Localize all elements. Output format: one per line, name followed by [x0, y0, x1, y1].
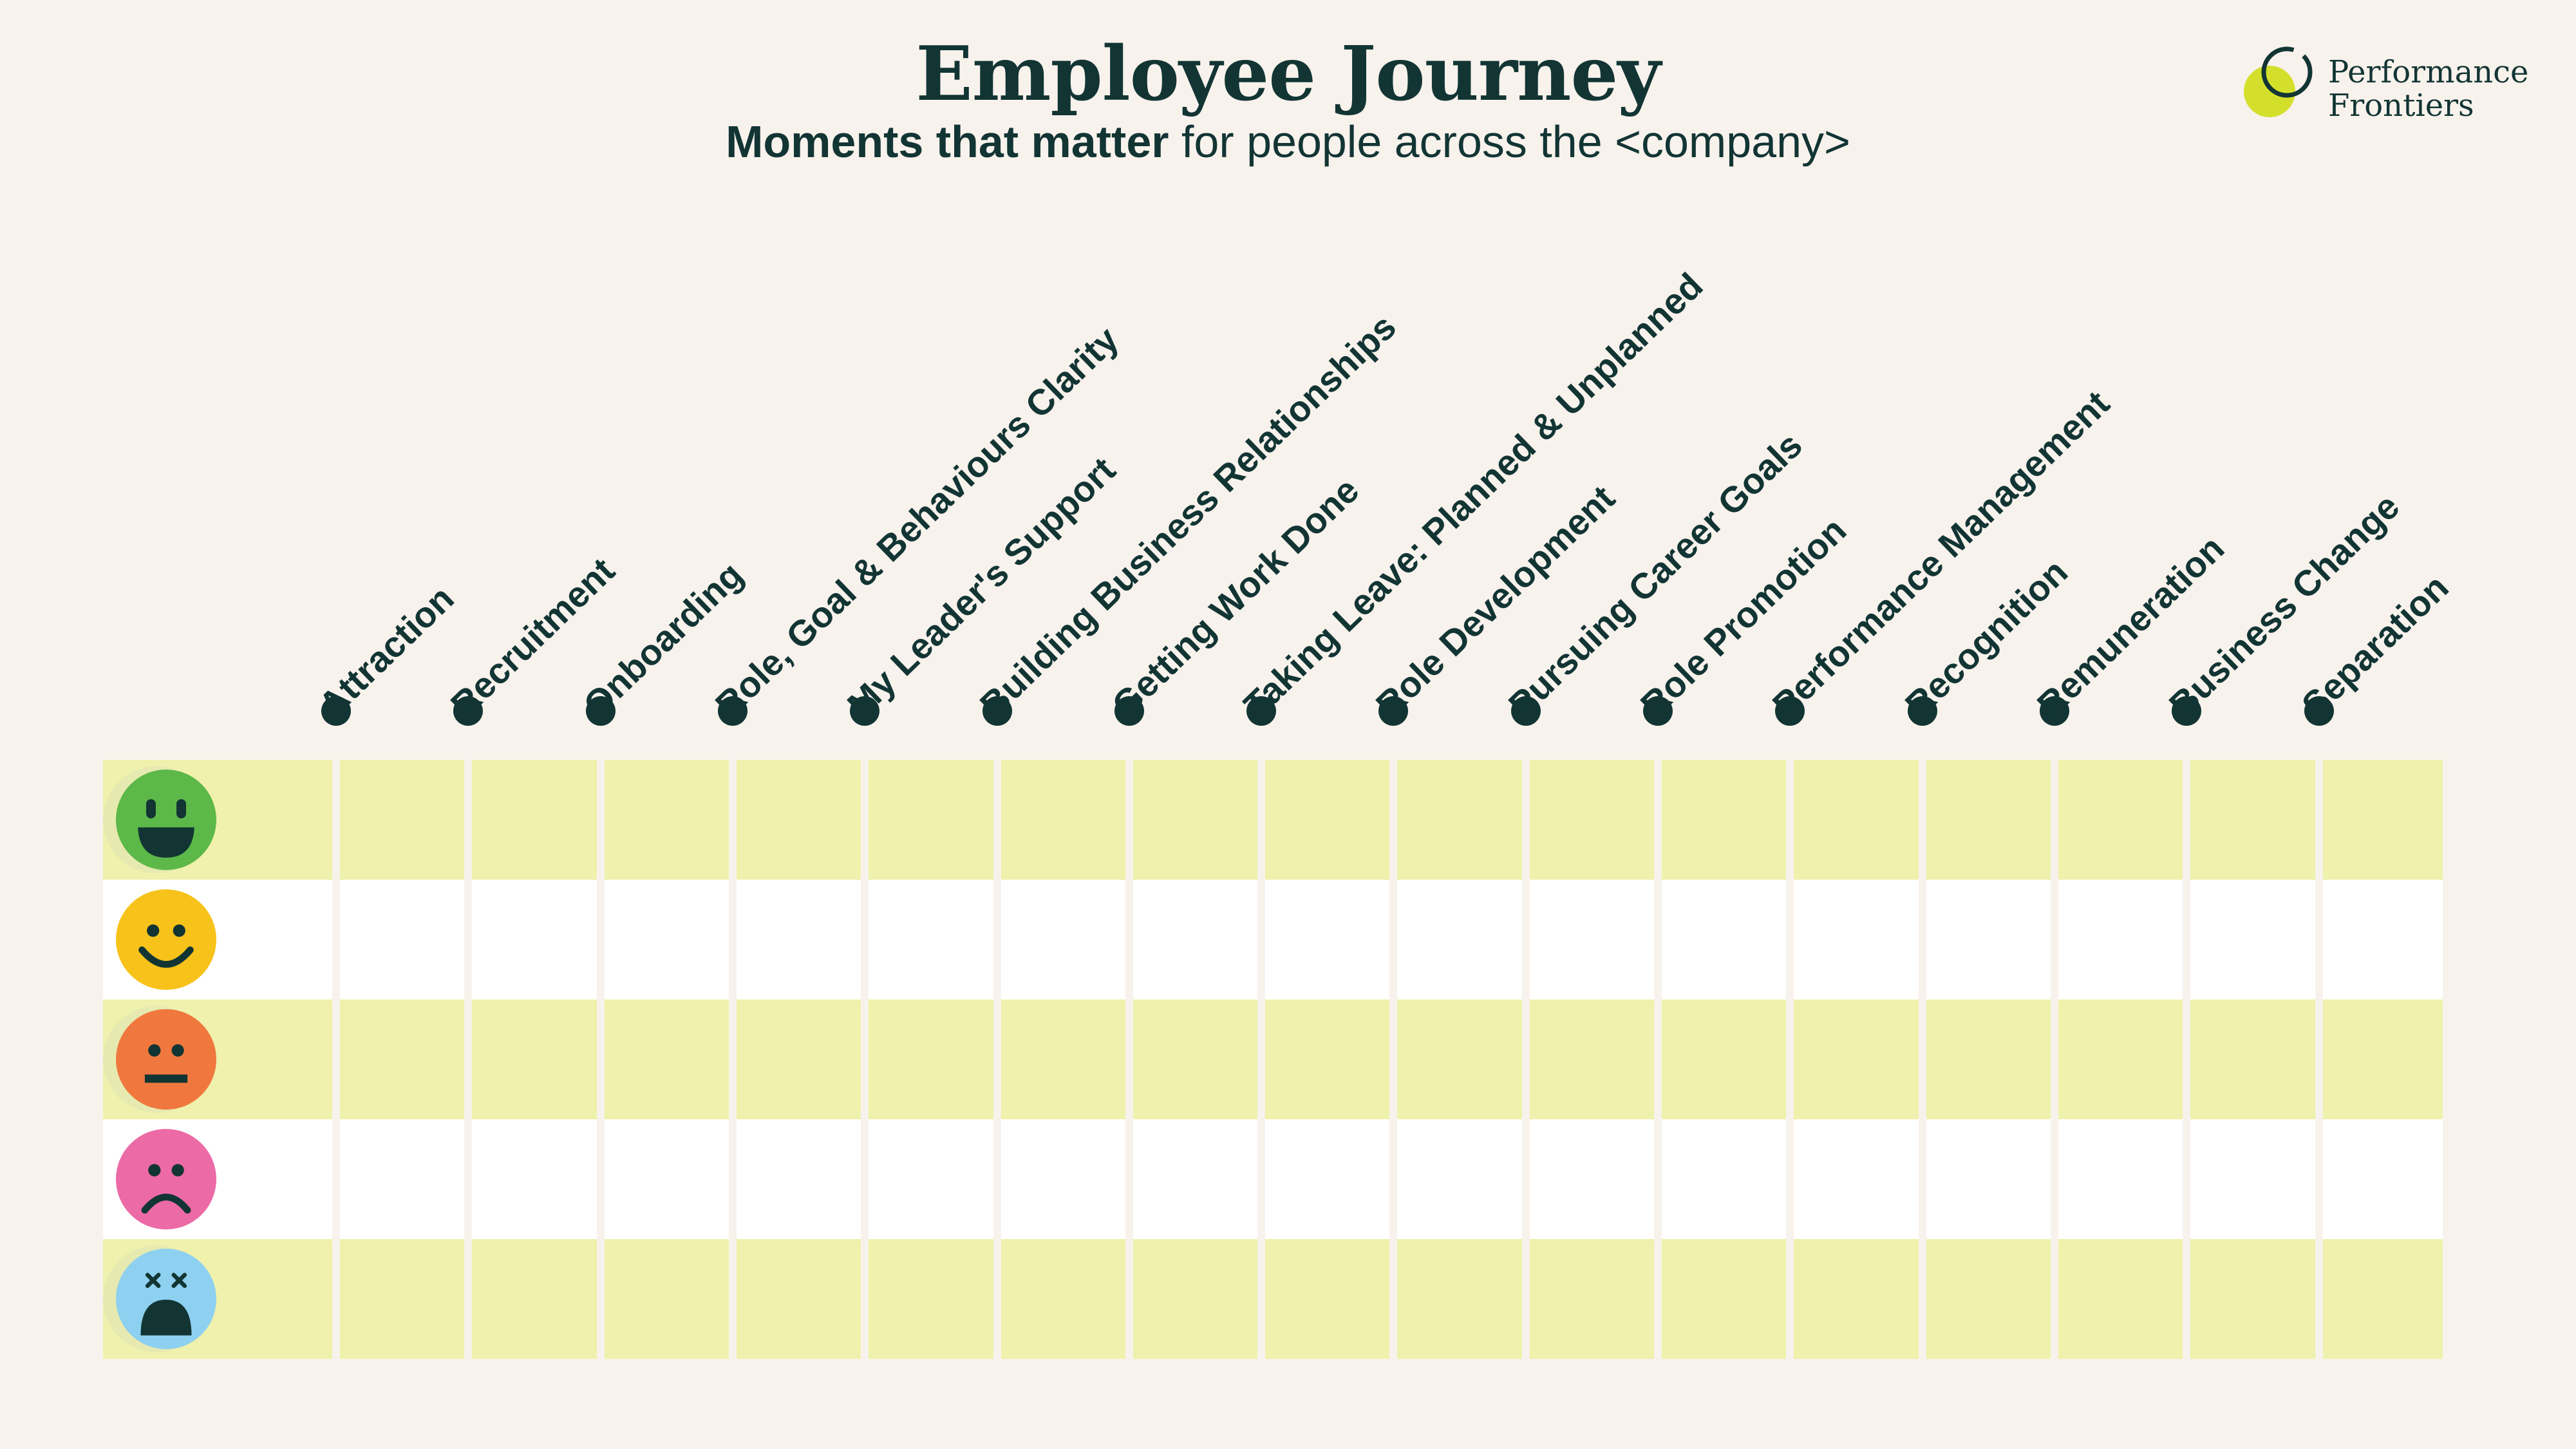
page-title: Employee Journey [916, 30, 1660, 118]
column-divider [861, 760, 869, 1359]
stage-marker [1907, 696, 1937, 726]
performance-frontiers-logo: Performance Frontiers [2241, 39, 2537, 129]
column-divider [2315, 760, 2323, 1359]
stage-marker [1510, 696, 1541, 726]
column-divider [1257, 760, 1266, 1359]
frown-face-icon [103, 1119, 223, 1239]
column-divider [464, 760, 473, 1359]
neutral-face-icon-graphic [116, 1009, 216, 1110]
mood-row-happy [103, 880, 2443, 999]
dizzy-face-icon-graphic [116, 1249, 216, 1349]
column-divider [2050, 760, 2058, 1359]
column-divider [728, 760, 737, 1359]
stage-marker [1378, 696, 1409, 726]
frown-face-icon-graphic [116, 1129, 216, 1229]
stage-label: Role Development [1368, 477, 1623, 726]
logo-line-2: Frontiers [2328, 88, 2474, 124]
stage-marker [1775, 696, 1805, 726]
column-divider [1521, 760, 1530, 1359]
column-divider [596, 760, 605, 1359]
neutral-face-icon [103, 999, 223, 1119]
column-divider [993, 760, 1001, 1359]
subtitle-rest: for people across the <company> [1169, 117, 1850, 167]
stage-marker [2039, 696, 2069, 726]
dizzy-face-icon [103, 1239, 223, 1359]
stage-marker [850, 696, 880, 726]
mood-row-neutral [103, 999, 2443, 1119]
column-divider [1125, 760, 1133, 1359]
page-subtitle: Moments that matter for people across th… [0, 109, 2576, 174]
stage-marker [585, 696, 616, 726]
column-divider [1389, 760, 1398, 1359]
stage-marker [2172, 696, 2202, 726]
stage-label: Attraction [310, 578, 462, 726]
grin-face-icon-graphic [116, 770, 216, 870]
column-divider [1918, 760, 1926, 1359]
stage-marker [1246, 696, 1277, 726]
stage-label: Taking Leave: Planned & Unplanned [1236, 265, 1711, 726]
column-divider [1786, 760, 1794, 1359]
logo-wordmark: Performance Frontiers [2328, 55, 2528, 122]
column-divider [332, 760, 340, 1359]
smile-face-icon [103, 880, 223, 999]
stage-label: Getting Work Done [1104, 469, 1367, 726]
stage-marker [2304, 696, 2334, 726]
subtitle-emphasis: Moments that matter [726, 117, 1169, 167]
grin-face-icon [103, 760, 223, 880]
smile-face-icon-graphic [116, 889, 216, 990]
stage-label: Business Change [2161, 486, 2407, 726]
mood-row-very-sad [103, 1239, 2443, 1359]
stage-marker [1643, 696, 1673, 726]
mood-row-sad [103, 1119, 2443, 1239]
stage-marker [453, 696, 484, 726]
column-divider [1654, 760, 1662, 1359]
stage-marker [717, 696, 747, 726]
stage-label: My Leader's Support [839, 449, 1123, 726]
column-divider [2183, 760, 2191, 1359]
logo-line-1: Performance [2328, 54, 2529, 90]
stage-marker [1114, 696, 1144, 726]
logo-mark-icon [2244, 46, 2313, 117]
stage-marker [982, 696, 1012, 726]
mood-row-very-happy [103, 760, 2443, 880]
stage-marker [321, 696, 351, 726]
